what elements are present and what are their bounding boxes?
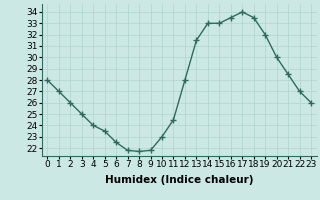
X-axis label: Humidex (Indice chaleur): Humidex (Indice chaleur): [105, 175, 253, 185]
